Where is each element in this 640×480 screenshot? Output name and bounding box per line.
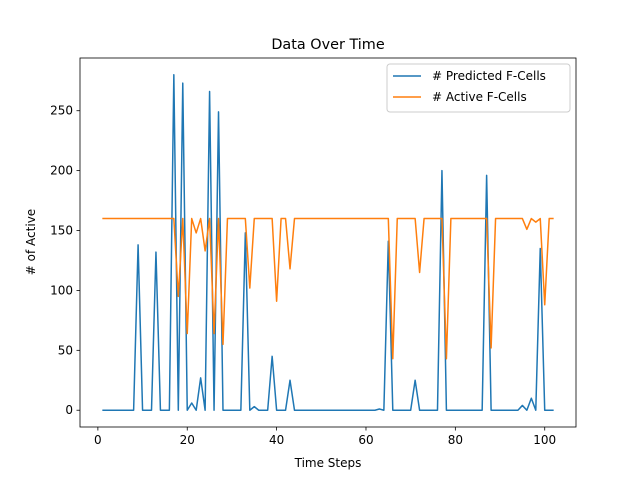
series-layer — [102, 74, 554, 411]
x-tick-label: 80 — [448, 433, 463, 447]
series-line-predicted-f-cells — [102, 74, 554, 411]
x-tick-label: 0 — [94, 433, 102, 447]
legend-box — [386, 63, 571, 113]
y-tick-label: 150 — [50, 224, 73, 238]
x-axis-label: Time Steps — [294, 456, 362, 470]
legend-label-active-f-cells: # Active F-Cells — [432, 90, 527, 104]
series-line-active-f-cells — [102, 217, 554, 360]
plot-frame — [79, 57, 577, 428]
chart-title: Data Over Time — [271, 37, 384, 53]
x-tick-label: 20 — [180, 433, 195, 447]
x-tick-label: 40 — [269, 433, 284, 447]
y-axis-label: # of Active — [24, 209, 38, 275]
y-axis-ticks: 0 50 100 150 200 250 — [50, 104, 80, 417]
legend: # Predicted F-Cells # Active F-Cells — [386, 63, 571, 113]
x-tick-label: 60 — [358, 433, 373, 447]
y-tick-label: 50 — [58, 343, 73, 357]
legend-label-predicted-f-cells: # Predicted F-Cells — [432, 69, 546, 83]
x-axis-ticks: 0 20 40 60 80 100 — [94, 427, 556, 447]
y-tick-label: 250 — [50, 104, 73, 118]
y-tick-label: 0 — [65, 403, 73, 417]
x-tick-label: 100 — [533, 433, 556, 447]
y-tick-label: 200 — [50, 164, 73, 178]
y-tick-label: 100 — [50, 283, 73, 297]
